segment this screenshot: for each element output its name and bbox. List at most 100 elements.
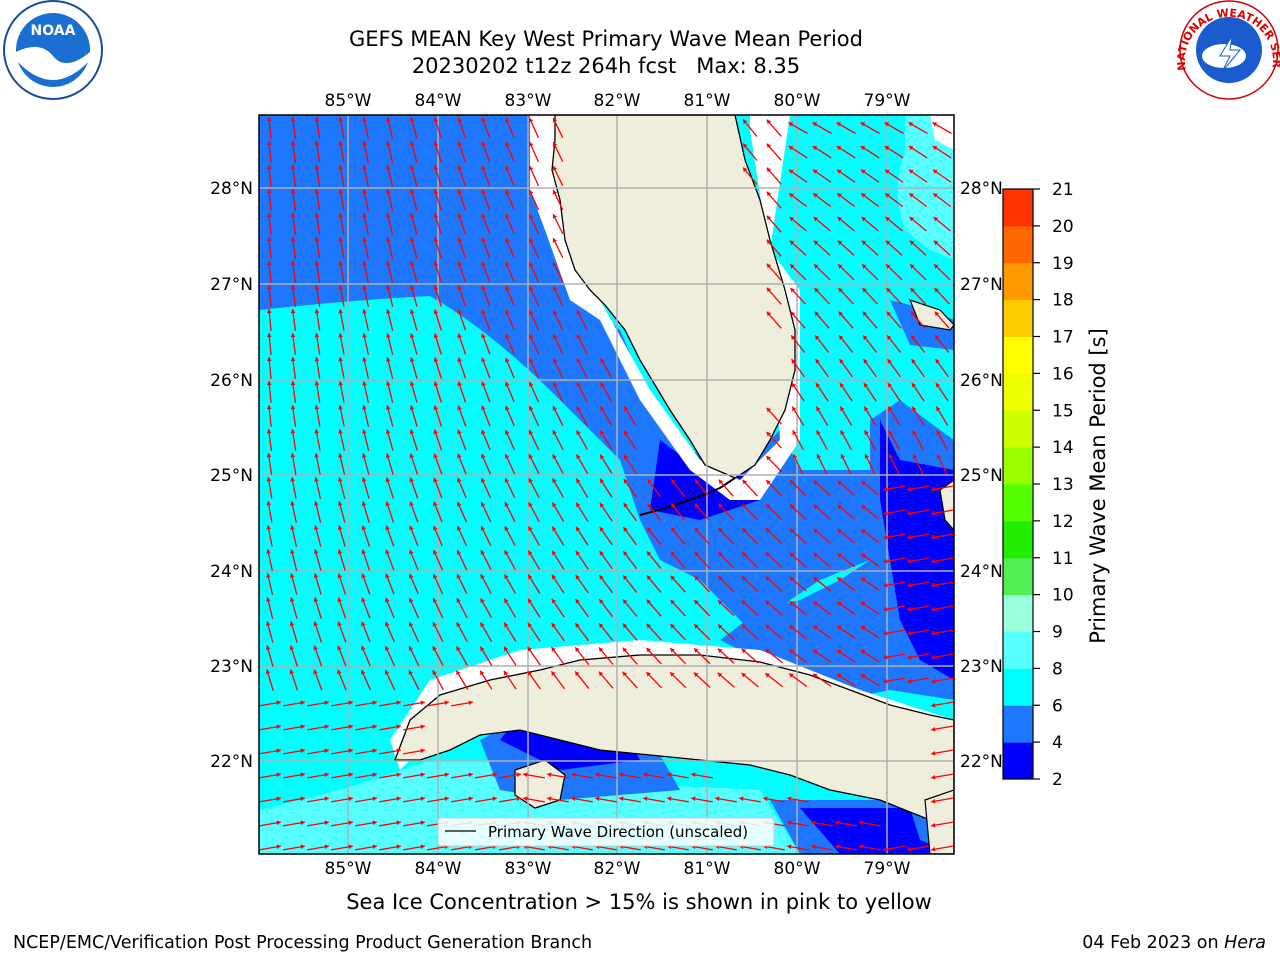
wave-arrow-head (266, 525, 272, 530)
colorbar-segment (1003, 594, 1033, 632)
wave-arrow-head (289, 669, 295, 675)
wave-arrow-head (289, 621, 295, 626)
wave-arrow-head (837, 577, 842, 582)
wave-arrow-head (576, 310, 581, 315)
wave-arrow-head (266, 117, 272, 122)
wave-arrow-head (523, 796, 528, 802)
wave-arrow-head (789, 649, 794, 654)
wave-arrow-head (432, 574, 438, 579)
wave-arrow-head (790, 480, 795, 485)
wave-arrow-head (505, 333, 510, 339)
wave-arrow-head (837, 240, 843, 246)
colorbar-tick-label: 15 (1052, 401, 1074, 421)
wave-arrow-head (575, 671, 580, 677)
wave-arrow-head (883, 630, 888, 636)
wave-arrow-head (691, 796, 696, 802)
wave-arrow-head (504, 550, 509, 556)
wave-arrow-head (789, 193, 794, 198)
wave-arrow-head (576, 502, 581, 508)
lon-label-bottom: 83°W (505, 859, 552, 879)
wave-arrow-head (789, 552, 795, 558)
wave-arrow-head (623, 575, 628, 580)
wave-arrow-head (289, 573, 295, 578)
wave-arrow-head (931, 822, 936, 828)
wave-arrow-head (861, 193, 866, 198)
wave-arrow-head (787, 844, 792, 850)
wave-arrow-head (289, 645, 295, 651)
wave-arrow-head (886, 311, 892, 317)
wave-arrow-head (528, 309, 534, 315)
wave-arrow-head (362, 333, 367, 338)
wave-arrow-head (420, 772, 425, 778)
wave-arrow-head (505, 405, 510, 411)
wave-arrow-head (790, 311, 796, 317)
wave-arrow-head (787, 796, 792, 802)
wave-arrow-head (505, 357, 510, 363)
wave-arrow-head (433, 381, 439, 387)
colorbar-tick-label: 17 (1052, 328, 1074, 348)
wave-arrow-head (836, 674, 842, 679)
wave-arrow-head (576, 526, 581, 532)
wave-arrow-head (433, 189, 439, 195)
wave-arrow-head (788, 146, 794, 151)
map-frame (258, 114, 955, 855)
wave-arrow-head (528, 381, 534, 387)
colorbar-tick-label: 12 (1052, 512, 1074, 532)
wave-arrow-head (266, 453, 272, 458)
wave-arrow-head (791, 335, 796, 341)
wave-arrow-head (718, 527, 723, 533)
wave-arrow-head (815, 359, 820, 364)
wave-arrow-head (837, 601, 842, 606)
wave-arrow-head (384, 670, 390, 675)
wave-arrow-head (385, 453, 391, 458)
wave-arrow-head (480, 646, 485, 652)
wave-arrow-head (385, 333, 391, 338)
wave-arrow-head (837, 505, 843, 510)
wave-arrow-head (348, 772, 353, 778)
wave-arrow-head (361, 501, 367, 506)
wave-arrow-head (527, 646, 533, 652)
wave-arrow-head (551, 647, 556, 652)
latitude-labels-right: 28°N 27°N 26°N 25°N 24°N 23°N 22°N (960, 179, 1003, 772)
wave-arrow-head (528, 357, 534, 363)
wave-arrow-head (480, 670, 485, 676)
wave-arrow-head (670, 575, 676, 581)
wave-arrow-head (481, 381, 486, 387)
colorbar-tick-label: 18 (1052, 291, 1074, 311)
wave-arrow-head (338, 405, 343, 410)
wave-arrow-head (338, 141, 344, 146)
wave-arrow-head (361, 477, 367, 482)
wave-arrow-head (911, 335, 916, 341)
wave-arrow-head (528, 261, 534, 267)
wave-arrow-head (813, 528, 819, 534)
wave-arrow-head (409, 381, 415, 386)
wave-arrow-head (372, 772, 377, 778)
wave-arrow-head (622, 671, 628, 677)
wave-arrow-head (861, 216, 867, 222)
wave-arrow-head (599, 551, 604, 556)
wave-arrow-head (527, 671, 532, 676)
wave-arrow-head (432, 622, 437, 627)
land-cuba (394, 654, 954, 854)
wave-arrow-head (300, 700, 305, 706)
wave-arrow-head (646, 623, 652, 629)
wave-arrow-head (883, 558, 888, 564)
wave-arrow-head (314, 165, 320, 170)
wave-arrow-head (456, 670, 461, 676)
lon-label-top: 81°W (684, 91, 731, 111)
wave-arrow-head (931, 606, 936, 612)
wave-arrow-head (385, 261, 391, 266)
wave-arrow-head (908, 146, 914, 151)
wave-arrow-head (444, 796, 449, 802)
wave-arrow-head (624, 430, 629, 436)
wave-arrow-head (791, 359, 796, 364)
wave-arrow-head (314, 405, 320, 410)
wave-arrow-head (266, 261, 272, 266)
wave-arrow-head (528, 117, 534, 123)
wave-arrow-head (742, 504, 747, 509)
wave-arrow-head (717, 648, 723, 654)
wave-arrow-head (792, 430, 797, 436)
wave-arrow-head (385, 381, 391, 386)
wave-arrow-head (907, 534, 912, 540)
wave-arrow-head (505, 381, 510, 387)
